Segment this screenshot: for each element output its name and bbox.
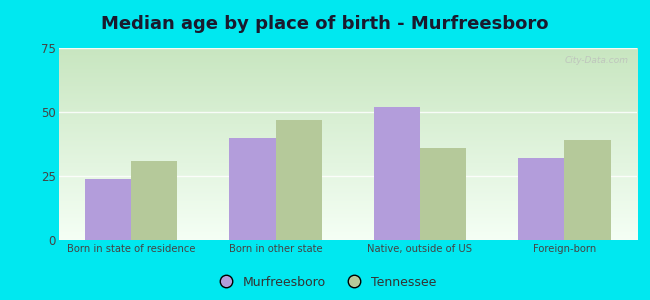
Bar: [420, 148, 466, 240]
Legend: Murfreesboro, Tennessee: Murfreesboro, Tennessee: [208, 271, 442, 294]
Bar: [229, 138, 276, 240]
Text: City-Data.com: City-Data.com: [564, 56, 629, 65]
Bar: [131, 160, 177, 240]
Text: Median age by place of birth - Murfreesboro: Median age by place of birth - Murfreesb…: [101, 15, 549, 33]
Bar: [84, 178, 131, 240]
Bar: [518, 158, 564, 240]
Bar: [564, 140, 611, 240]
Bar: [276, 120, 322, 240]
Bar: [374, 107, 420, 240]
